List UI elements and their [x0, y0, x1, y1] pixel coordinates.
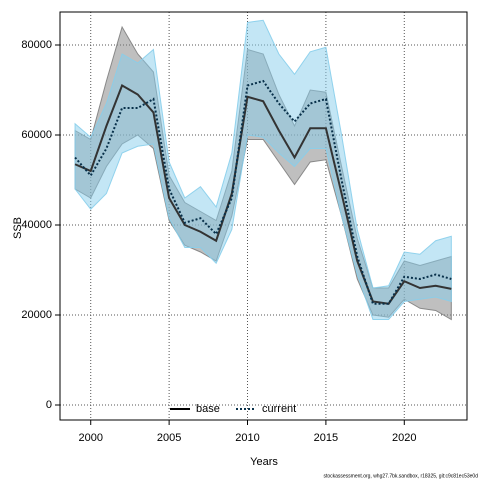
y-tick-label: 40000 [21, 219, 52, 231]
x-tick-label: 2005 [157, 432, 181, 444]
y-tick-label: 60000 [21, 129, 52, 141]
series-line [74, 84, 452, 305]
x-tick-label: 2010 [235, 432, 259, 444]
legend-label: base [196, 403, 220, 415]
legend-label: current [262, 403, 296, 415]
x-tick-label: 2020 [392, 432, 416, 444]
footer: stockassessment.org, whg27.7bk.sandbox, … [323, 473, 478, 479]
x-tick-label: 2015 [314, 432, 338, 444]
series-line [74, 79, 452, 305]
y-axis-label: SSB [12, 217, 24, 239]
x-axis-label: Years [250, 456, 278, 468]
x-tick-label: 2000 [78, 432, 102, 444]
y-tick-label: 20000 [21, 309, 52, 321]
y-tick-label: 0 [46, 399, 52, 411]
y-tick-label: 80000 [21, 39, 52, 51]
plot-frame [59, 11, 468, 421]
confidence-band [74, 19, 452, 321]
